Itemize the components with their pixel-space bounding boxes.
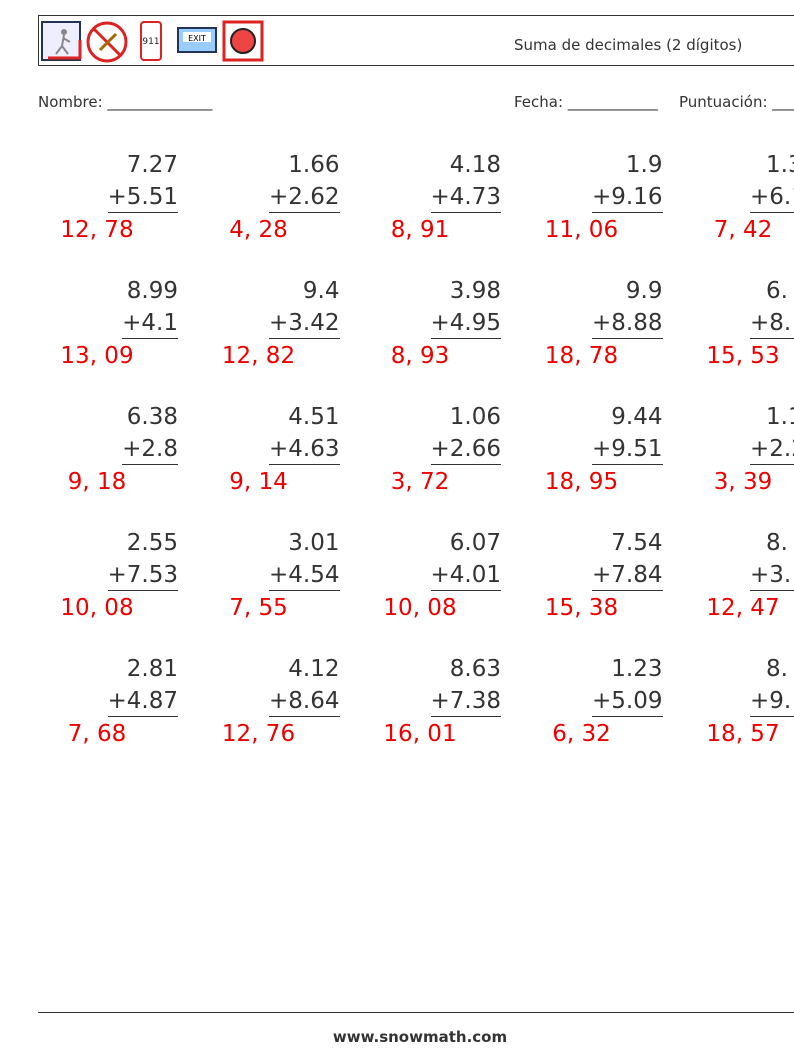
svg-text:911: 911 xyxy=(142,37,159,47)
bottom-number: +4.63 xyxy=(269,434,340,465)
bottom-number: +5.51 xyxy=(107,182,178,213)
footer-site: www.snowmath.com xyxy=(332,1028,508,1046)
answer: 3, 72 xyxy=(390,469,450,495)
bottom-number: +3.42 xyxy=(269,308,340,339)
answer: 10, 08 xyxy=(383,595,457,621)
answer: 15, 53 xyxy=(706,343,780,369)
bottom-number: +2.62 xyxy=(269,182,340,213)
top-number: 1.06 xyxy=(449,404,501,430)
bottom-number: +4.95 xyxy=(430,308,501,339)
answer: 18, 57 xyxy=(706,721,780,747)
answer: 7, 68 xyxy=(67,721,127,747)
top-number: 7.54 xyxy=(611,530,663,556)
bottom-number: +6.1 xyxy=(750,182,794,213)
bottom-number: +4.87 xyxy=(107,686,178,717)
top-number: 2.81 xyxy=(126,656,178,682)
answer: 15, 38 xyxy=(544,595,619,621)
bottom-number: +2.2 xyxy=(750,434,794,465)
icons: 911 EXIT xyxy=(41,20,264,63)
bottom-number: +2.66 xyxy=(430,434,501,465)
answer: 9, 18 xyxy=(67,469,127,495)
svg-text:EXIT: EXIT xyxy=(188,34,206,43)
footer-line xyxy=(38,1012,794,1013)
answer: 6, 32 xyxy=(552,721,611,747)
bottom-number: +4.1 xyxy=(122,308,178,339)
answer: 16, 01 xyxy=(383,721,457,747)
bottom-number: +9. xyxy=(750,686,794,717)
top-number: 1.66 xyxy=(288,152,340,178)
answer: 8, 93 xyxy=(390,343,450,369)
bottom-number: +7.38 xyxy=(430,686,501,717)
answer: 12, 82 xyxy=(221,343,296,369)
bottom-number: +8.88 xyxy=(592,308,663,339)
header-box xyxy=(38,15,794,66)
top-number: 1.3 xyxy=(766,152,794,178)
bottom-number: +5.09 xyxy=(592,686,663,717)
answer: 12, 78 xyxy=(60,217,134,243)
bottom-number: +8. xyxy=(750,308,794,339)
answer: 8, 91 xyxy=(390,217,450,243)
bottom-number: +3. xyxy=(750,560,794,591)
top-number: 6. xyxy=(766,278,788,304)
top-number: 6.38 xyxy=(126,404,178,430)
date-field: Fecha: ____________ xyxy=(514,93,658,111)
answer: 18, 78 xyxy=(544,343,619,369)
top-number: 8.63 xyxy=(449,656,501,682)
answer: 13, 09 xyxy=(60,343,134,369)
answer: 11, 06 xyxy=(544,217,619,243)
bottom-number: +4.54 xyxy=(269,560,340,591)
bottom-number: +8.64 xyxy=(269,686,340,717)
top-number: 9.4 xyxy=(302,278,340,304)
top-number: 8. xyxy=(766,530,788,556)
top-number: 8. xyxy=(766,656,788,682)
bottom-number: +7.84 xyxy=(592,560,663,591)
bottom-number: +4.01 xyxy=(430,560,501,591)
top-number: 3.01 xyxy=(288,530,340,556)
top-number: 9.9 xyxy=(625,278,663,304)
bottom-number: +7.53 xyxy=(107,560,178,591)
bottom-number: +2.8 xyxy=(122,434,178,465)
bottom-number: +9.51 xyxy=(592,434,663,465)
bottom-number: +9.16 xyxy=(592,182,663,213)
top-number: 9.44 xyxy=(611,404,663,430)
answer: 7, 42 xyxy=(713,217,773,243)
answer: 4, 28 xyxy=(229,217,288,243)
top-number: 4.18 xyxy=(449,152,501,178)
bottom-number: +4.73 xyxy=(430,182,501,213)
name-field: Nombre: ______________ xyxy=(38,93,213,111)
top-number: 1.23 xyxy=(611,656,663,682)
answer: 3, 39 xyxy=(713,469,773,495)
answer: 12, 47 xyxy=(706,595,780,621)
answer: 12, 76 xyxy=(221,721,296,747)
top-number: 4.51 xyxy=(288,404,340,430)
title: Suma de decimales (2 dígitos) xyxy=(514,36,743,54)
top-number: 2.55 xyxy=(126,530,178,556)
answer: 7, 55 xyxy=(229,595,288,621)
top-number: 8.99 xyxy=(126,278,178,304)
answer: 9, 14 xyxy=(229,469,288,495)
answer: 18, 95 xyxy=(544,469,619,495)
top-number: 4.12 xyxy=(288,656,340,682)
answer: 10, 08 xyxy=(60,595,134,621)
score-field: Puntuación: ___ xyxy=(679,93,794,111)
top-number: 6.07 xyxy=(449,530,501,556)
top-number: 1.1 xyxy=(766,404,794,430)
top-number: 3.98 xyxy=(449,278,501,304)
top-number: 7.27 xyxy=(126,152,178,178)
top-number: 1.9 xyxy=(625,152,663,178)
